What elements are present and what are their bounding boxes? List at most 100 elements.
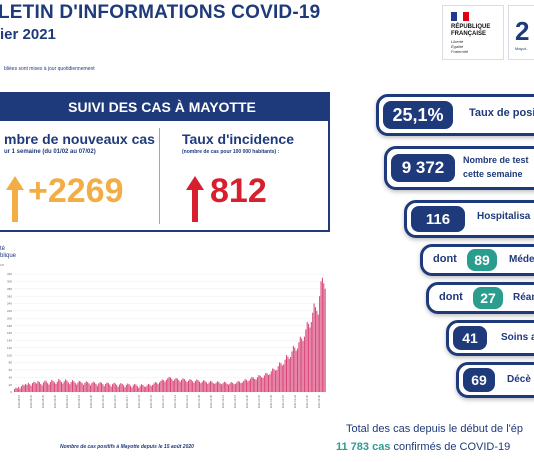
republique-francaise-logo: RÉPUBLIQUE FRANÇAISE Liberté Égalité Fra…: [442, 5, 504, 60]
up-arrow-red-icon: [186, 176, 204, 222]
x-tick-label: 2020-08-22: [29, 394, 33, 408]
chart-bar: [259, 375, 261, 392]
chart-bar: [49, 382, 51, 392]
chart-bar: [34, 382, 36, 392]
chart-bar: [29, 384, 31, 392]
x-tick-label: 2020-11-21: [185, 394, 189, 408]
chart-bar: [96, 385, 98, 392]
update-note: bliées sont mises à jour quotidiennement: [4, 66, 95, 72]
chart-bar: [186, 382, 188, 392]
bulletin-date: ier 2021: [0, 26, 56, 43]
chart-bar: [233, 384, 235, 392]
panel-divider: [159, 128, 160, 224]
chart-bar: [135, 384, 137, 393]
chart-bar: [263, 375, 265, 392]
reanimation-label: Réani: [513, 292, 534, 303]
chart-bar: [27, 382, 29, 392]
chart-bar: [123, 385, 125, 392]
chart-bar: [59, 380, 61, 392]
chart-bar: [116, 384, 118, 392]
x-tick-label: 2021-01-09: [269, 394, 273, 408]
up-arrow-orange-icon: [6, 176, 24, 222]
chart-bar: [204, 380, 206, 392]
new-cases-title: mbre de nouveaux cas: [4, 131, 155, 147]
chart-bar: [19, 388, 21, 392]
y-tick-label: 240: [7, 302, 12, 306]
chart-bar: [319, 296, 321, 393]
chart-bar: [324, 288, 326, 392]
chart-bar: [219, 383, 221, 392]
chart-bar: [227, 384, 230, 393]
deces-label: Décè: [507, 374, 531, 385]
chart-bar: [265, 372, 267, 392]
y-tick-label: 100: [7, 353, 12, 357]
chart-bar: [281, 365, 283, 392]
medecine-card: dont 89 Méde: [420, 244, 534, 276]
y-tick-label: 60: [9, 368, 13, 372]
chart-bar: [22, 384, 24, 393]
ars-logo-icon: 2: [515, 16, 530, 46]
chart-bar: [164, 381, 166, 392]
chart-bar: [63, 381, 65, 392]
chart-bar: [254, 379, 256, 392]
chart-bar: [136, 386, 138, 392]
chart-bar: [60, 382, 62, 392]
chart-bar: [247, 381, 249, 392]
x-tick-label: 2020-10-17: [125, 394, 129, 408]
chart-bar: [269, 374, 271, 392]
x-tick-label: 2020-12-05: [209, 394, 213, 408]
chart-bar: [85, 381, 87, 392]
chart-caption: Nombre de cas positifs à Mayotte depuis …: [60, 444, 194, 450]
positivity-label: Taux de posi: [469, 107, 534, 119]
x-tick-label: 2020-11-28: [197, 394, 201, 408]
chart-bar: [107, 383, 109, 392]
chart-bar: [250, 378, 252, 392]
chart-bar: [143, 386, 145, 392]
chart-bar: [38, 382, 40, 392]
totals-line-2: 11 783 cas confirmés de COVID-19: [336, 441, 510, 453]
chart-bar: [277, 366, 279, 392]
chart-bar: [272, 368, 274, 392]
chart-bar: [51, 379, 53, 392]
chart-bar: [47, 383, 49, 392]
chart-bar: [193, 382, 195, 392]
y-tick-label: 280: [7, 287, 12, 291]
tests-card: 9 372 Nombre de test cette semaine: [384, 146, 534, 190]
chart-bar: [84, 382, 86, 392]
chart-bar: [317, 314, 319, 392]
chart-bar: [145, 386, 147, 392]
soins-card: 41 Soins a: [446, 320, 534, 356]
ars-logo-text: Mayot..: [515, 46, 529, 51]
chart-bar: [284, 359, 286, 392]
cases-bar-chart: 3203002802602402202001801601401201008060…: [7, 272, 326, 408]
hospitalisation-label: Hospitalisa: [477, 211, 531, 222]
chart-bar: [237, 380, 239, 392]
chart-bar: [251, 376, 253, 392]
chart-bar: [298, 342, 300, 392]
chart-bar: [30, 385, 32, 392]
chart-bar: [306, 321, 308, 392]
chart-bar: [55, 383, 57, 392]
chart-bar: [273, 369, 275, 392]
totals-line-2-text: confirmés de COVID-19: [390, 441, 511, 453]
x-tick-label: 2020-08-29: [41, 394, 45, 408]
chart-bar: [218, 382, 220, 392]
chart-bar: [270, 371, 272, 392]
chart-bar: [89, 385, 91, 392]
chart-bar: [172, 380, 174, 392]
chart-bar: [308, 323, 310, 392]
chart-bar: [222, 383, 224, 392]
chart-bar: [194, 380, 196, 392]
chart-bar: [225, 382, 227, 392]
chart-bar: [226, 383, 228, 392]
new-cases-value: +2269: [28, 172, 124, 210]
new-cases-period: ur 1 semaine (du 01/02 au 07/02): [4, 149, 96, 155]
chart-bar: [45, 381, 47, 392]
chart-bar: [216, 381, 218, 392]
chart-bar: [18, 386, 20, 392]
chart-bar: [95, 383, 97, 392]
chart-bar: [170, 377, 172, 392]
chart-bar: [241, 382, 243, 392]
chart-bar: [268, 375, 270, 392]
chart-bar: [163, 380, 165, 392]
